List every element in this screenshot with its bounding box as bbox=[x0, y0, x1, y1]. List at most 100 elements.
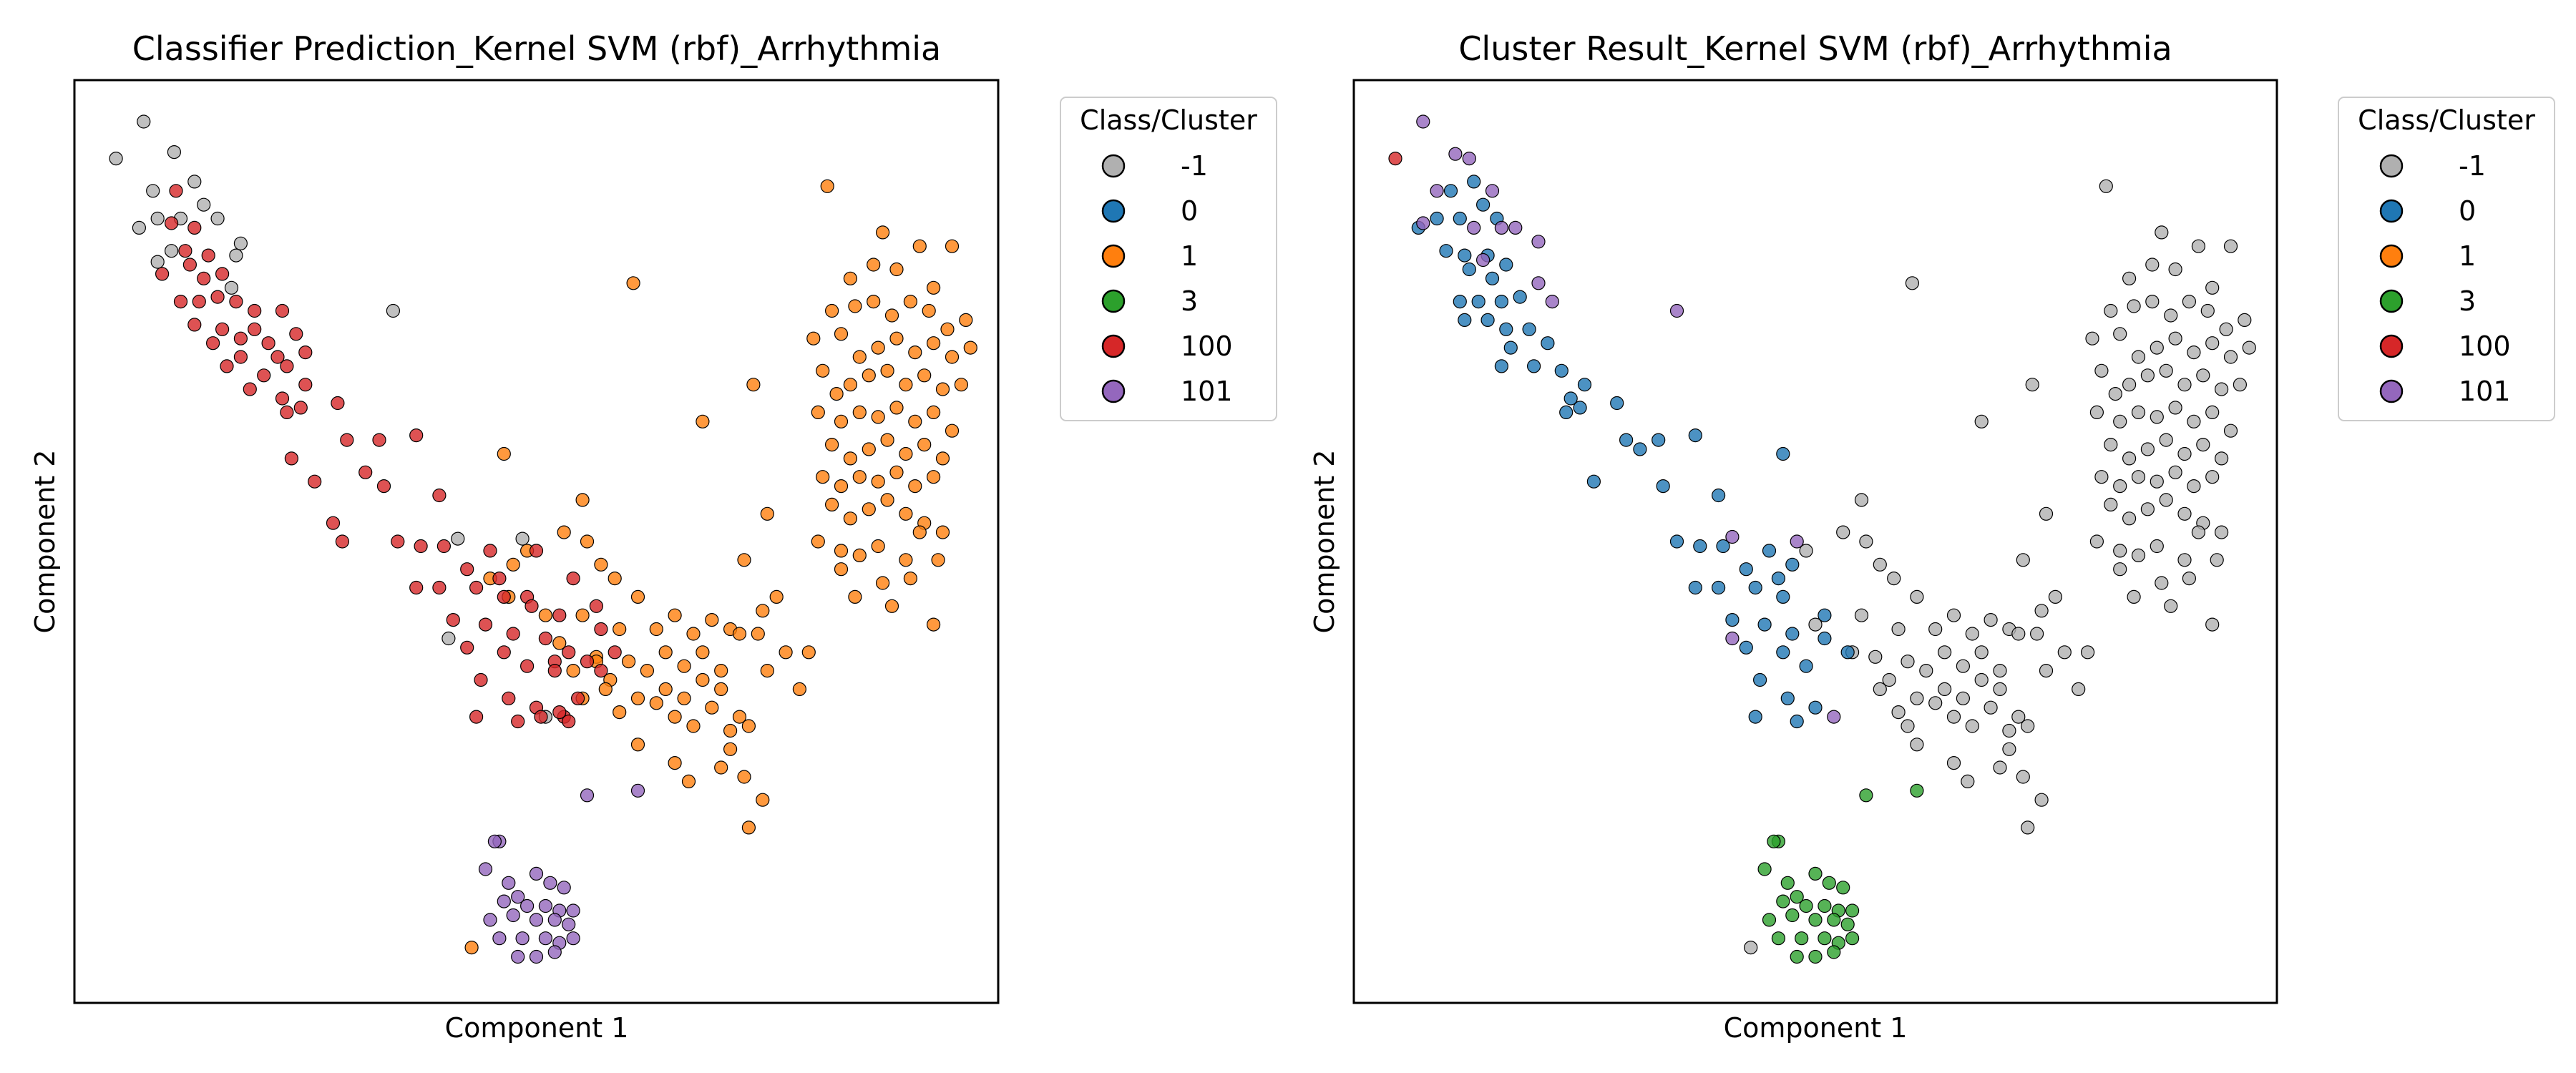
point-class--1-54 bbox=[2187, 479, 2201, 494]
point-class-100-41 bbox=[326, 516, 341, 530]
point-class-100-40 bbox=[376, 479, 391, 494]
point-class-0-19 bbox=[1499, 322, 1513, 336]
point-class-100-50 bbox=[460, 562, 474, 577]
point-class-100-22 bbox=[233, 350, 248, 364]
point-class-100-82 bbox=[552, 705, 567, 720]
point-class-100-19 bbox=[233, 331, 248, 346]
point-class-1-135 bbox=[779, 645, 793, 660]
point-class-0-20 bbox=[1522, 322, 1536, 336]
point-class-101-26 bbox=[529, 949, 544, 964]
point-class-100-43 bbox=[335, 534, 349, 549]
point-class-3-16 bbox=[1785, 908, 1800, 923]
point-class--1-70 bbox=[2113, 562, 2127, 577]
point-class-100-69 bbox=[519, 659, 535, 673]
point-class-0-39 bbox=[1716, 539, 1730, 554]
point-class-100-5 bbox=[155, 267, 170, 281]
point-class-1-121 bbox=[630, 691, 645, 705]
point-class--1-88 bbox=[1873, 557, 1887, 572]
point-class-1-31 bbox=[917, 368, 932, 383]
point-class-1-15 bbox=[959, 313, 973, 327]
point-class--1-18 bbox=[2131, 350, 2146, 364]
point-class-0-28 bbox=[1559, 405, 1574, 420]
point-class--1-49 bbox=[2094, 470, 2109, 484]
legend: Class/Cluster -1 0 1 3 100 101 bbox=[2338, 97, 2555, 421]
point-class-1-136 bbox=[801, 645, 816, 660]
point-class--1-3 bbox=[146, 184, 160, 198]
point-class-1-37 bbox=[871, 410, 885, 424]
legend-label-3: 3 bbox=[1181, 285, 1198, 317]
point-class-101-4 bbox=[1485, 184, 1500, 198]
point-class--1-0 bbox=[2099, 179, 2113, 193]
point-class-0-41 bbox=[1776, 446, 1790, 461]
legend-items: -1 0 1 3 100 101 bbox=[2379, 150, 2511, 407]
point-class-1-70 bbox=[834, 562, 849, 577]
point-class-0-56 bbox=[1818, 631, 1832, 646]
legend-label--1: -1 bbox=[1181, 150, 1208, 182]
point-class-100-79 bbox=[534, 710, 548, 724]
point-class-3-9 bbox=[1776, 894, 1790, 908]
point-class-1-89 bbox=[557, 525, 571, 539]
point-class-1-58 bbox=[862, 502, 876, 516]
point-class--1-123 bbox=[2016, 770, 2030, 784]
point-class--1-29 bbox=[2159, 363, 2173, 378]
point-class-101-0 bbox=[1416, 114, 1430, 129]
point-class-1-83 bbox=[756, 793, 770, 807]
point-class-1-32 bbox=[935, 382, 950, 396]
point-class-101-17 bbox=[1827, 710, 1841, 724]
point-class-0-15 bbox=[1494, 295, 1508, 309]
point-class-100-27 bbox=[280, 359, 294, 373]
point-class-101-8 bbox=[1508, 220, 1523, 235]
point-class-101-7 bbox=[1494, 220, 1508, 235]
point-class-3-3 bbox=[1767, 834, 1781, 848]
point-class-100-54 bbox=[432, 580, 447, 595]
point-class--1-14 bbox=[224, 280, 239, 295]
point-class-101-9 bbox=[497, 894, 511, 908]
point-class--1-15 bbox=[386, 303, 401, 318]
point-class--1-119 bbox=[2002, 723, 2016, 738]
point-class-1-125 bbox=[705, 700, 719, 715]
point-class-101-2 bbox=[1462, 152, 1476, 166]
point-class--1-52 bbox=[2150, 474, 2164, 489]
point-class--1-62 bbox=[2215, 525, 2229, 539]
point-class-3-26 bbox=[1808, 949, 1823, 964]
point-class-0-5 bbox=[1453, 211, 1467, 226]
point-class-1-68 bbox=[912, 525, 927, 539]
point-class--1-20 bbox=[2168, 331, 2182, 346]
point-class-0-32 bbox=[1633, 442, 1647, 456]
point-class-101-25 bbox=[511, 949, 525, 964]
point-class-3-22 bbox=[1818, 931, 1832, 946]
point-class-1-60 bbox=[899, 506, 913, 521]
point-class-3-10 bbox=[1790, 890, 1804, 904]
point-class-0-35 bbox=[1586, 474, 1601, 489]
point-class-1-137 bbox=[681, 774, 696, 789]
point-class--1-5 bbox=[2168, 262, 2182, 277]
point-class-1-80 bbox=[760, 506, 774, 521]
point-class-101-6 bbox=[529, 866, 544, 881]
point-class--1-3 bbox=[2122, 271, 2137, 285]
point-class-100-44 bbox=[414, 539, 428, 554]
point-class--1-12 bbox=[150, 255, 165, 269]
point-class-100-26 bbox=[257, 368, 271, 383]
point-class-100-65 bbox=[580, 655, 595, 669]
point-class-100-58 bbox=[552, 608, 567, 622]
point-class-3-0 bbox=[1910, 783, 1924, 798]
point-class-0-52 bbox=[1785, 627, 1800, 641]
legend-frame bbox=[1060, 97, 1277, 421]
point-class-1-30 bbox=[899, 378, 913, 392]
point-class--1-7 bbox=[150, 211, 165, 226]
point-class-3-11 bbox=[1799, 898, 1813, 913]
point-class--1-53 bbox=[2168, 465, 2182, 479]
point-class-3-6 bbox=[1808, 866, 1823, 881]
point-class--1-17 bbox=[2113, 327, 2127, 341]
point-class-100-37 bbox=[358, 465, 373, 479]
point-class--1-108 bbox=[1956, 691, 1970, 705]
point-class-100-71 bbox=[570, 691, 585, 705]
point-class-100-11 bbox=[210, 290, 225, 304]
point-class-101-15 bbox=[483, 913, 497, 927]
point-class-100-24 bbox=[298, 346, 313, 360]
point-class-0-11 bbox=[1462, 262, 1476, 277]
point-class-100-16 bbox=[215, 322, 230, 336]
point-class-1-48 bbox=[935, 451, 950, 466]
chart-title: Classifier Prediction_Kernel SVM (rbf)_A… bbox=[132, 29, 941, 68]
point-class--1-30 bbox=[2177, 378, 2192, 392]
